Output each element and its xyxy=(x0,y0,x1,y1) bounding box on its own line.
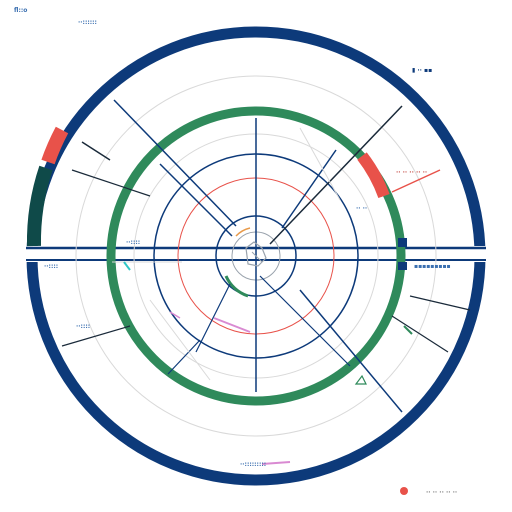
spoke-nw xyxy=(113,99,237,227)
grey-guide-sw xyxy=(149,299,211,381)
grey-guide-ne xyxy=(299,127,341,201)
label-top-left-caption: fl::o xyxy=(14,7,27,14)
label-left-axis: ··:::: xyxy=(44,263,58,270)
label-left-lower: ··:::: xyxy=(76,323,90,330)
spoke-nw-inner xyxy=(159,163,233,237)
center-glyph xyxy=(245,241,267,267)
label-right-mid: ·· ·· xyxy=(356,205,367,212)
spoke-e-lower xyxy=(391,315,449,353)
spoke-se-mid xyxy=(259,275,351,367)
grey-ring-outer xyxy=(75,75,437,437)
spoke-w-upper xyxy=(71,169,151,197)
spoke-se-long xyxy=(299,289,403,413)
label-right-upper: ·· ·· ·· ·· ·· xyxy=(396,169,427,176)
right-band-marker-lower xyxy=(398,262,407,270)
label-right-axis: ▪▪▪▪▪▪▪▪▪ xyxy=(414,263,451,270)
green-ring-red-segment xyxy=(357,152,390,199)
right-band-marker xyxy=(398,238,407,247)
label-top-right-icons: ▮ ·· ▪▪ xyxy=(412,67,432,74)
core-green-arc xyxy=(224,275,249,298)
green-triangle-marker xyxy=(354,374,367,385)
green-ring xyxy=(106,106,406,406)
bottom-right-dot xyxy=(400,487,408,495)
spoke-sw xyxy=(195,283,231,353)
label-top-left-small: ··:::::: xyxy=(78,19,97,26)
spoke-ne-long xyxy=(269,105,403,245)
label-left-mid: ··:::: xyxy=(126,239,140,246)
spoke-sw-outer xyxy=(167,339,201,375)
pink-accent-sw xyxy=(213,317,251,333)
spoke-e-outer xyxy=(409,295,471,311)
label-bottom-center: ··::::::::: xyxy=(240,461,266,468)
spoke-w-lower xyxy=(61,325,131,347)
outer-ring-teal-segment xyxy=(26,165,53,247)
pink-accent-bottom xyxy=(261,461,291,465)
cyan-accent xyxy=(123,261,131,271)
spoke-ne-short xyxy=(281,149,337,229)
green-tick-right xyxy=(403,325,413,335)
outer-ring-red-segment xyxy=(41,126,69,165)
pink-accent-left xyxy=(169,311,181,319)
spoke-w-mid xyxy=(81,141,111,161)
core-orange-arc xyxy=(235,227,251,237)
label-bottom-right: ·· ·· ·· ·· ·· xyxy=(426,489,457,496)
spoke-e-upper xyxy=(391,169,441,193)
